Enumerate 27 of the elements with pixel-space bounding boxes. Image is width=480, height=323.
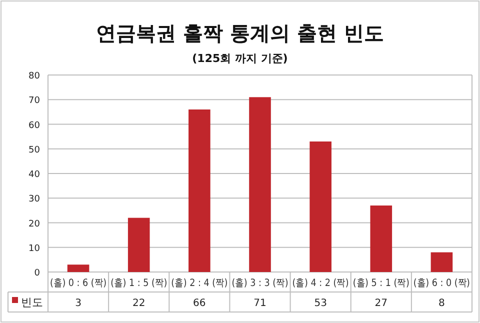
bar — [128, 218, 150, 272]
y-tick-label: 10 — [28, 244, 40, 254]
y-tick-label: 70 — [28, 96, 40, 106]
legend-label: 빈도 — [21, 296, 43, 309]
bar — [310, 141, 332, 272]
data-label: 3 — [75, 298, 82, 309]
y-tick-label: 0 — [34, 268, 40, 278]
data-label: 53 — [314, 298, 327, 309]
data-label: 8 — [438, 298, 445, 309]
y-tick-label: 60 — [28, 120, 40, 131]
y-tick-label: 50 — [28, 145, 40, 156]
data-label: 71 — [254, 298, 266, 309]
y-tick-label: 80 — [28, 72, 40, 82]
data-label: 22 — [132, 298, 146, 309]
y-tick-label: 30 — [28, 194, 40, 205]
bar — [430, 252, 453, 272]
data-label: 66 — [193, 298, 206, 309]
y-tick-label: 20 — [28, 219, 40, 230]
bar — [249, 97, 271, 272]
chart-subtitle: (125회 까지 기준) — [192, 52, 288, 65]
bar — [188, 109, 210, 272]
y-tick-label: 40 — [28, 170, 40, 180]
bar — [370, 206, 392, 272]
x-tick-label: (홀) 6 : 0 (짝) — [413, 278, 478, 289]
bar — [67, 264, 90, 272]
data-label: 27 — [374, 298, 388, 309]
chart-title: 연금복권 홀짝 통계의 출현 빈도 — [96, 21, 384, 45]
